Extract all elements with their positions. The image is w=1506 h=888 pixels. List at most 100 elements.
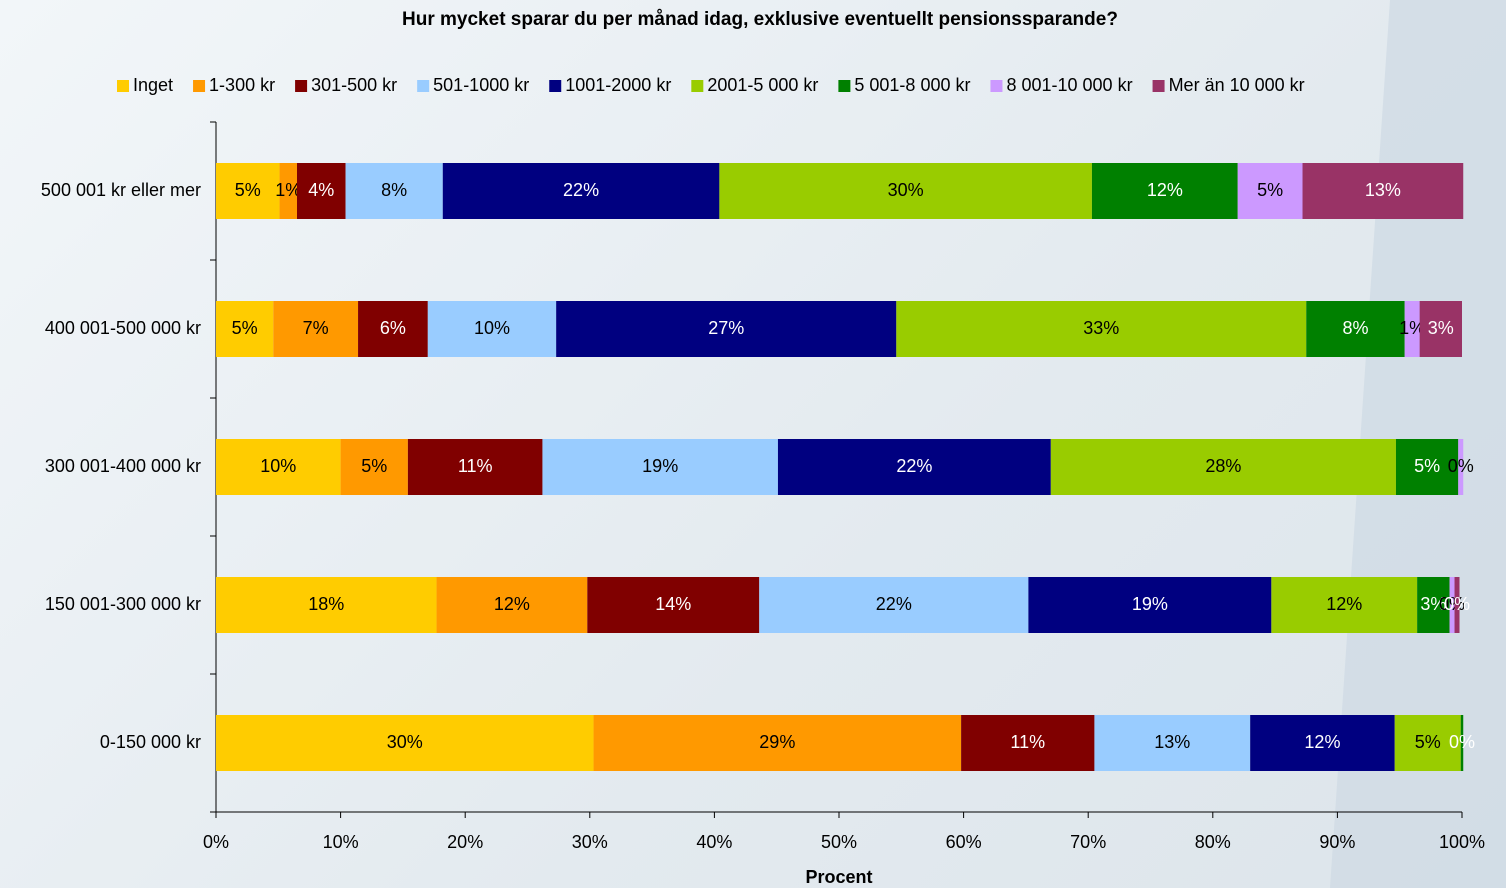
data-label: 8%	[381, 180, 407, 200]
data-label: 12%	[1304, 732, 1340, 752]
legend-label: 8 001-10 000 kr	[1006, 75, 1132, 95]
bar-segment	[1028, 577, 1272, 633]
x-tick-label: 30%	[572, 832, 608, 852]
data-label: 5%	[235, 180, 261, 200]
legend-swatch	[1152, 80, 1165, 92]
x-tick-label: 100%	[1439, 832, 1485, 852]
data-label: 19%	[642, 456, 678, 476]
bar-segment	[1271, 577, 1418, 633]
bar-segment	[1395, 439, 1459, 495]
chart-title: Hur mycket sparar du per månad idag, exk…	[402, 9, 1118, 30]
data-label: 3%	[1428, 318, 1454, 338]
bar-segment	[427, 301, 557, 357]
data-label: 10%	[260, 456, 296, 476]
bar-segment	[279, 163, 297, 219]
bar-segment	[1094, 715, 1251, 771]
data-label: 12%	[494, 594, 530, 614]
data-label: 0%	[1448, 456, 1474, 476]
bar-segment	[1460, 715, 1464, 771]
data-label: 28%	[1205, 456, 1241, 476]
bar-segment	[358, 301, 428, 357]
legend-label: Mer än 10 000 kr	[1169, 75, 1305, 95]
legend-label: 501-1000 kr	[433, 75, 529, 95]
bar-segment	[1419, 301, 1462, 357]
bar-segment	[542, 439, 778, 495]
bar-segment	[436, 577, 588, 633]
bar-segment	[1394, 715, 1461, 771]
data-label: 13%	[1154, 732, 1190, 752]
legend-label: 1-300 kr	[209, 75, 275, 95]
bar-segment	[719, 163, 1092, 219]
legend-label: 5 001-8 000 kr	[854, 75, 970, 95]
data-label: 5%	[1415, 732, 1441, 752]
y-tick-label: 300 001-400 000 kr	[45, 456, 201, 476]
legend-swatch	[990, 80, 1003, 92]
legend-swatch	[117, 80, 129, 92]
x-tick-label: 90%	[1319, 832, 1355, 852]
legend-label: 2001-5 000 kr	[707, 75, 818, 95]
data-label: 12%	[1326, 594, 1362, 614]
legend-label: Inget	[133, 75, 173, 95]
bar-segment	[1449, 577, 1455, 633]
x-tick-label: 0%	[203, 832, 229, 852]
legend-swatch	[417, 80, 430, 92]
x-tick-label: 50%	[821, 832, 857, 852]
data-label: 19%	[1132, 594, 1168, 614]
bar-segment	[216, 301, 274, 357]
data-label: 29%	[759, 732, 795, 752]
bar-segment	[216, 439, 341, 495]
x-tick-label: 70%	[1070, 832, 1106, 852]
data-label: 22%	[563, 180, 599, 200]
bar-segment	[345, 163, 443, 219]
bar-segment	[1302, 163, 1464, 219]
bar-segment	[407, 439, 543, 495]
bar-segment	[296, 163, 346, 219]
data-label: 12%	[1147, 180, 1183, 200]
bar-segment	[961, 715, 1095, 771]
bar-segment	[587, 577, 760, 633]
x-tick-label: 20%	[447, 832, 483, 852]
bar-segment	[556, 301, 897, 357]
data-label: 5%	[1257, 180, 1283, 200]
legend-swatch	[193, 80, 206, 92]
bar-segment	[1250, 715, 1395, 771]
bar-segment	[216, 577, 437, 633]
data-label: 8%	[1342, 318, 1368, 338]
data-label: 7%	[303, 318, 329, 338]
data-label: 30%	[387, 732, 423, 752]
y-tick-label: 0-150 000 kr	[100, 732, 201, 752]
legend-swatch	[691, 80, 704, 92]
legend-label: 301-500 kr	[311, 75, 397, 95]
data-label: 18%	[308, 594, 344, 614]
data-label: 1%	[1399, 318, 1425, 338]
bar-segment	[1050, 439, 1396, 495]
data-label: 11%	[1010, 732, 1045, 752]
data-label: 5%	[232, 318, 258, 338]
bar-segment	[1306, 301, 1405, 357]
bar-segment	[216, 163, 280, 219]
y-tick-label: 500 001 kr eller mer	[41, 180, 201, 200]
legend-label: 1001-2000 kr	[565, 75, 671, 95]
data-label: 33%	[1083, 318, 1119, 338]
bar-segment	[759, 577, 1029, 633]
bar-segment	[1237, 163, 1303, 219]
x-tick-label: 10%	[323, 832, 359, 852]
data-label: 0%	[1449, 732, 1475, 752]
data-label: 14%	[655, 594, 691, 614]
data-label: 0%	[1444, 594, 1470, 614]
data-label: 13%	[1365, 180, 1401, 200]
bar-segment	[340, 439, 408, 495]
data-label: 6%	[380, 318, 406, 338]
bar-segment	[1404, 301, 1420, 357]
legend-swatch	[838, 80, 851, 92]
bar-segment	[273, 301, 359, 357]
y-tick-label: 150 001-300 000 kr	[45, 594, 201, 614]
data-label: 4%	[308, 180, 334, 200]
x-tick-label: 80%	[1195, 832, 1231, 852]
data-label: 27%	[708, 318, 744, 338]
bar-segment	[216, 715, 594, 771]
bar-segment	[442, 163, 720, 219]
legend-swatch	[549, 80, 562, 92]
data-label: 22%	[876, 594, 912, 614]
